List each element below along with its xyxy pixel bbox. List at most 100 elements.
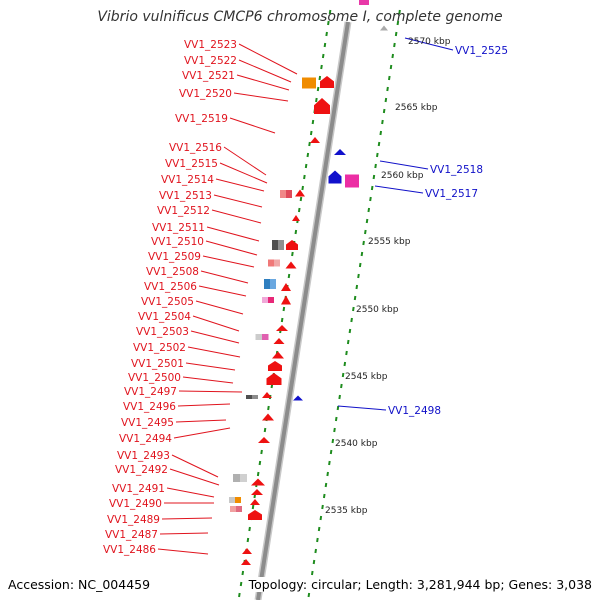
tick-mark [338, 394, 341, 400]
tick-mark [319, 515, 323, 521]
tick-mark [348, 328, 352, 334]
label-connector [178, 390, 243, 393]
label-connector [233, 92, 289, 102]
tick-mark [334, 416, 338, 422]
gene-arrow [272, 351, 284, 359]
tick-mark [307, 592, 311, 598]
tick-mark [369, 196, 372, 202]
gene-label: VV1_2510 [151, 236, 204, 248]
tick-mark [358, 262, 362, 268]
tick-mark [239, 581, 243, 587]
tick-mark [377, 141, 381, 147]
gene-label: VV1_2487 [105, 529, 158, 541]
label-connector [171, 454, 219, 478]
gene-arrow [292, 215, 300, 221]
label-connector [200, 270, 249, 284]
tick-mark [312, 559, 316, 565]
tick-mark [267, 405, 270, 411]
label-connector [159, 532, 209, 535]
tick-mark [365, 218, 369, 224]
gene-box [236, 506, 242, 512]
tick-mark [297, 207, 301, 213]
gene-label: VV1_2508 [146, 266, 199, 278]
gene-arrow [293, 395, 303, 401]
tick-mark [341, 372, 345, 378]
gene-label: VV1_2498 [388, 405, 441, 417]
gene-label: VV1_2506 [144, 281, 197, 293]
tick-mark [393, 42, 396, 48]
tick-mark [389, 64, 393, 70]
gene-label: VV1_2514 [161, 174, 214, 186]
genome-backbone [256, 21, 350, 600]
gene-box [278, 240, 284, 250]
tick-mark [370, 185, 374, 191]
gene-box [262, 334, 269, 340]
tick-mark [325, 31, 328, 37]
gene-arrow [268, 361, 282, 371]
gene-label: VV1_2513 [159, 190, 212, 202]
gene-label: VV1_2520 [179, 88, 232, 100]
tick-mark [291, 251, 294, 257]
map-title: Vibrio vulnificus CMCP6 chromosome I, co… [97, 9, 503, 25]
tick-mark [316, 86, 320, 92]
label-connector [236, 74, 290, 91]
tick-mark [355, 284, 359, 290]
tick-mark [328, 460, 331, 466]
label-connector [219, 162, 268, 184]
gene-arrow [310, 137, 320, 143]
tick-mark [260, 449, 263, 455]
label-connector [175, 419, 227, 423]
gene-box [252, 395, 258, 399]
tick-mark [376, 152, 379, 158]
gene-box [235, 497, 241, 503]
gene-label: VV1_2522 [184, 55, 237, 67]
tick-mark [317, 526, 321, 532]
tick-mark [303, 174, 306, 180]
tick-mark [352, 306, 355, 312]
tick-mark [396, 20, 400, 26]
gene-label: VV1_2497 [124, 386, 177, 398]
gene-arrow [314, 98, 330, 114]
tick-mark [322, 493, 326, 499]
label-connector [157, 548, 209, 555]
label-connector [161, 517, 213, 520]
gene-arrow [250, 499, 260, 505]
gene-arrow [251, 489, 263, 495]
gene-label: VV1_2504 [138, 311, 191, 323]
gene-arrow [281, 283, 291, 291]
topology-text: Topology: circular; Length: 3,281,944 bp… [244, 577, 592, 592]
label-connector [177, 403, 231, 407]
gene-label: VV1_2516 [169, 142, 222, 154]
label-connector [198, 285, 247, 297]
tick-mark [241, 570, 245, 576]
gene-box [286, 190, 292, 198]
tick-mark [391, 53, 395, 59]
gene-label: VV1_2491 [112, 483, 165, 495]
label-connector [185, 362, 236, 371]
gene-label: VV1_2494 [119, 433, 172, 445]
tick-mark [346, 339, 350, 345]
gene-arrow [241, 559, 251, 565]
label-connector [404, 37, 454, 51]
tick-mark [386, 86, 389, 92]
gene-arrow [285, 261, 297, 269]
scale-label: 2550 kbp [356, 305, 399, 315]
gene-label: VV1_2525 [455, 45, 508, 57]
tick-mark [372, 174, 376, 180]
gene-arrow [295, 189, 305, 197]
tick-mark [309, 130, 313, 136]
label-connector [215, 178, 265, 192]
label-connector [187, 346, 241, 358]
gene-arrow [248, 510, 262, 520]
scale-label: 2570 kbp [408, 37, 451, 47]
tick-mark [308, 141, 311, 147]
tick-mark [287, 273, 291, 279]
tick-mark [340, 383, 343, 389]
gene-label: VV1_2490 [109, 498, 162, 510]
tick-mark [258, 460, 262, 466]
gene-label: VV1_2500 [128, 372, 181, 384]
gene-label: VV1_2512 [157, 205, 210, 217]
tick-mark [327, 20, 330, 26]
tick-mark [246, 537, 250, 543]
